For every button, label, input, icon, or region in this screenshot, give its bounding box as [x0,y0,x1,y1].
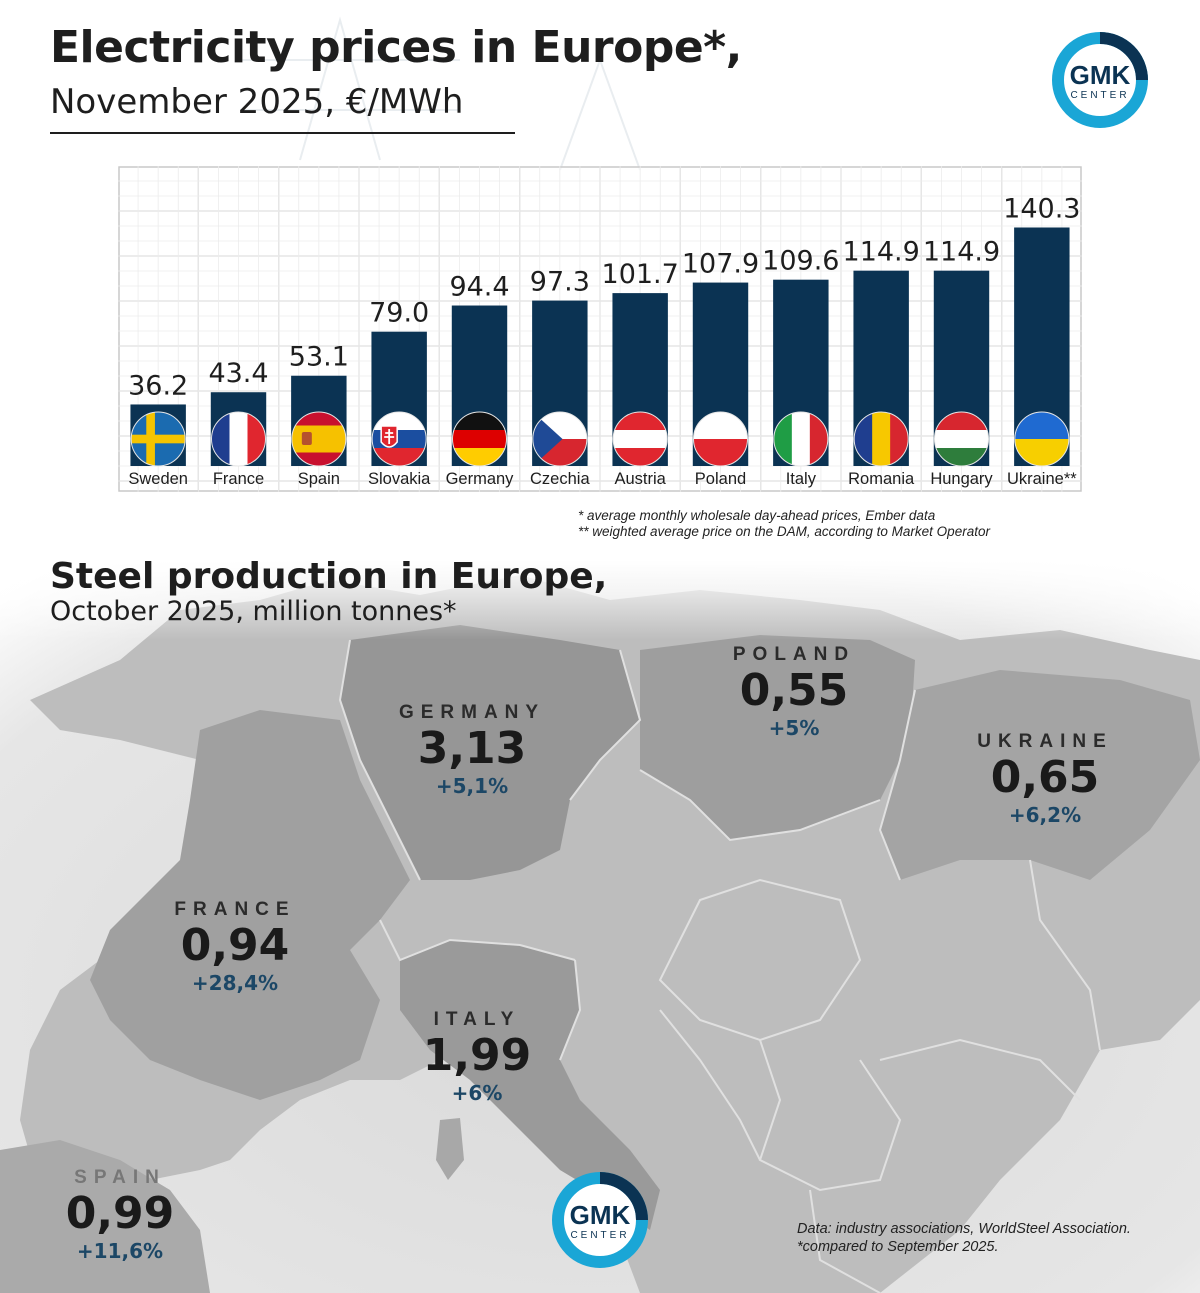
bar-value-label: 101.7 [602,259,679,290]
steel-title: Steel production in Europe, [50,556,608,597]
category-label: Spain [298,470,340,488]
country-name: SPAIN [74,1167,166,1188]
bar-value-label: 79.0 [369,298,429,329]
bar-value-label: 43.4 [208,358,268,389]
steel-poland: POLAND 0,55 +5% [694,644,894,740]
slovakia-flag-icon [372,412,427,466]
country-value: 0,94 [180,920,290,971]
country-name: GERMANY [398,702,546,723]
country-value: 0,55 [739,665,849,716]
bar-value-label: 109.6 [762,246,839,277]
country-value: 3,13 [417,723,527,774]
source-line-1: Data: industry associations, WorldSteel … [797,1221,1131,1237]
logo-subtext: CENTER [1070,90,1130,101]
bar-value-label: 97.3 [530,267,590,298]
country-name: ITALY [433,1009,521,1030]
spain-shape [0,1140,210,1293]
gmk-center-logo: GMK CENTER [1050,30,1150,130]
bar-value-label: 36.2 [128,370,188,401]
bar-value-label: 114.9 [843,237,920,268]
page-subtitle: November 2025, €/MWh [50,82,464,122]
bar-value-label: 114.9 [923,237,1000,268]
france-flag-icon [211,412,266,466]
sweden-flag-icon [131,412,186,466]
france-shape [90,710,410,1100]
category-label: Czechia [530,470,590,488]
ukraine-shape [880,670,1200,880]
steel-spain: SPAIN 0,99 +11,6% [20,1167,220,1263]
germany-shape [340,625,640,880]
hungary-flag-icon [934,412,989,466]
bar-value-label: 107.9 [682,249,759,280]
category-label: Austria [614,470,666,488]
logo-text: GMK [569,1200,631,1230]
steel-ukraine: UKRAINE 0,65 +6,2% [945,731,1145,827]
steel-subtitle: October 2025, million tonnes* [50,596,457,627]
electricity-price-chart: 36.2 43.453.179.094.4 97.3 101.7 107.9 109.6 1… [118,166,1082,492]
logo-subtext: CENTER [570,1230,630,1241]
category-label: Romania [848,470,915,488]
category-label: Ukraine** [1007,470,1077,488]
country-value: 1,99 [422,1030,532,1081]
bar-value-label: 140.3 [1003,193,1080,224]
logo-text: GMK [1069,60,1131,90]
germany-flag-icon [452,412,507,466]
logo-ring-icon [1052,32,1148,128]
country-change: +6,2% [1008,803,1082,827]
category-label: Italy [786,470,817,488]
category-label: Poland [695,470,746,488]
country-change: +11,6% [76,1239,164,1263]
country-value: 0,65 [990,752,1100,803]
steel-germany: GERMANY 3,13 +5,1% [372,702,572,798]
chart-note-2: ** weighted average price on the DAM, ac… [578,524,990,539]
country-value: 0,99 [65,1188,175,1239]
steel-france: FRANCE 0,94 +28,4% [135,899,335,995]
poland-shape [640,635,915,840]
chart-note-1: * average monthly wholesale day-ahead pr… [578,508,936,523]
category-label: Germany [446,470,515,488]
country-change: +5,1% [435,774,509,798]
category-label: Hungary [930,470,993,488]
country-change: +28,4% [191,971,279,995]
category-label: France [213,470,264,488]
country-change: +6% [451,1081,503,1105]
romania-flag-icon [854,412,909,466]
gmk-center-logo-bottom: GMK CENTER [550,1170,650,1270]
italy-flag-icon [773,412,828,466]
category-label: Sweden [128,470,188,488]
country-name: FRANCE [174,899,296,920]
country-change: +5% [768,716,820,740]
source-line-2: *compared to September 2025. [797,1239,999,1255]
title-underline [50,132,515,134]
bar-value-label: 53.1 [289,342,349,373]
steel-italy: ITALY 1,99 +6% [377,1009,577,1105]
page-title: Electricity prices in Europe*, [50,22,742,73]
country-name: UKRAINE [977,731,1113,752]
austria-flag-icon [613,412,668,466]
italy-shape [400,940,660,1230]
category-label: Slovakia [368,470,431,488]
bar-value-label: 94.4 [449,272,509,303]
data-source: Data: industry associations, WorldSteel … [797,1220,1131,1256]
country-name: POLAND [732,644,856,665]
logo-ring-icon [552,1172,648,1268]
